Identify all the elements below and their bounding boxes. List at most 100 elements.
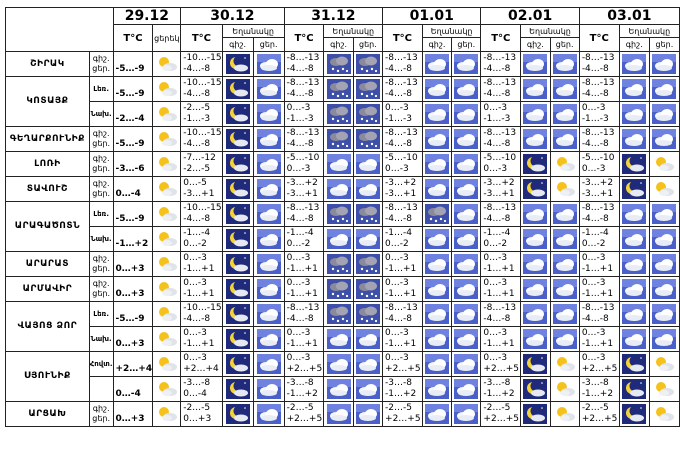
temp-header: T°C <box>578 24 620 52</box>
cloud-icon <box>326 179 351 200</box>
night-moon-icon <box>225 129 250 150</box>
temperature-range: -8…-13 -4…-8 <box>283 51 325 77</box>
night-weather-cell <box>520 201 551 227</box>
night-weather-cell <box>221 126 254 152</box>
temperature-range: 0…-3 -1…-3 <box>480 101 522 127</box>
cloud-icon <box>552 254 577 275</box>
temperature-range: -10…-15 -4…-8 <box>180 76 223 102</box>
region-name: ՇԻՐԱԿ <box>5 51 90 77</box>
cloud-icon <box>256 354 281 375</box>
cloud-icon <box>454 279 479 300</box>
day-weather-cell <box>252 226 285 252</box>
night-moon-icon <box>225 179 250 200</box>
cloud-icon <box>523 304 548 325</box>
night-weather-cell <box>618 301 650 327</box>
day-weather-cell <box>648 376 680 402</box>
day-weather-cell <box>252 201 285 227</box>
day-weather-cell <box>352 126 384 152</box>
cloud-icon <box>552 229 577 250</box>
night-weather-cell <box>421 301 453 327</box>
day-weather-cell <box>252 401 285 427</box>
night-moon-icon <box>523 404 548 425</box>
night-moon-icon <box>523 179 548 200</box>
night-weather-cell <box>618 176 650 202</box>
cloud-icon <box>523 329 548 350</box>
snow-cloud-icon <box>326 54 351 75</box>
weather-cell <box>152 301 182 327</box>
cloud-icon <box>552 54 577 75</box>
day-header: ցեր. <box>451 37 482 52</box>
day-weather-cell <box>352 376 384 402</box>
snow-cloud-icon <box>355 304 380 325</box>
cloud-icon <box>552 79 577 100</box>
night-moon-icon <box>622 404 647 425</box>
night-weather-cell <box>323 351 354 377</box>
temperature-range: -8…-13 -4…-8 <box>480 76 522 102</box>
night-weather-cell <box>520 376 551 402</box>
night-weather-cell <box>323 251 354 277</box>
cloud-icon <box>454 79 479 100</box>
temperature-range: -2…-5 +2…+5 <box>382 401 423 427</box>
cloud-icon <box>652 79 677 100</box>
night-weather-cell <box>618 401 650 427</box>
night-weather-cell <box>618 201 650 227</box>
region-name: ԱՐՑԱԽ <box>5 401 90 427</box>
day-weather-cell <box>252 76 285 102</box>
cloud-icon <box>355 404 380 425</box>
night-weather-cell <box>323 201 354 227</box>
sun-cloud-icon <box>552 354 577 375</box>
night-weather-cell <box>323 126 354 152</box>
snow-cloud-icon <box>326 304 351 325</box>
day-weather-cell <box>549 401 580 427</box>
night-moon-icon <box>225 54 250 75</box>
zone-label: Նախ. <box>88 226 114 252</box>
cloud-icon <box>355 154 380 175</box>
temperature-range: -1…+2 <box>112 226 154 252</box>
forecast-row: 0…-4 -3…-8 0…-4 -3…-8 -1…+2 -3…-8 -1…+2 -3…-8 -1… <box>6 376 680 402</box>
cloud-icon <box>523 104 548 125</box>
temperature-range: -10…-15 -4…-8 <box>180 201 223 227</box>
day-weather-cell <box>352 151 384 177</box>
day-header: ցեր. <box>252 37 285 52</box>
sun-cloud-icon <box>154 404 179 425</box>
day-weather-cell <box>451 376 482 402</box>
temperature-range: 0…-3 -1…+1 <box>283 276 325 302</box>
temperature-range: -3…+2 -3…+1 <box>480 176 522 202</box>
cloud-icon <box>523 279 548 300</box>
cloud-icon <box>424 129 449 150</box>
zone-label: Նախ. <box>88 101 114 127</box>
sun-cloud-icon <box>154 154 179 175</box>
weather-cell <box>152 226 182 252</box>
cloud-icon <box>552 104 577 125</box>
day-weather-cell <box>352 351 384 377</box>
night-weather-cell <box>421 101 453 127</box>
cloud-icon <box>523 204 548 225</box>
weather-cell <box>152 276 182 302</box>
night-weather-cell <box>618 126 650 152</box>
night-weather-cell <box>520 401 551 427</box>
temperature-range: 0…-3 -1…+1 <box>382 251 423 277</box>
cloud-icon <box>424 179 449 200</box>
day-weather-cell <box>252 51 285 77</box>
day-weather-cell <box>549 351 580 377</box>
weather-header: Եղանակը <box>323 24 384 38</box>
date-header: 03.01 <box>578 7 680 25</box>
day-weather-cell <box>451 126 482 152</box>
night-weather-cell <box>421 151 453 177</box>
night-header: գիշ. <box>421 37 453 52</box>
day-weather-cell <box>549 101 580 127</box>
temperature-range: 0…-3 -1…+1 <box>382 326 423 352</box>
night-moon-icon <box>622 179 647 200</box>
day-weather-cell <box>352 301 384 327</box>
snow-cloud-icon <box>326 129 351 150</box>
night-day-label: գիշ. ցեր. <box>88 176 114 202</box>
temperature-range: 0…-3 +2…+5 <box>578 351 620 377</box>
cloud-icon <box>256 204 281 225</box>
cloud-icon <box>622 254 647 275</box>
temperature-range: 0…-3 -1…+1 <box>180 276 223 302</box>
cloud-icon <box>355 329 380 350</box>
night-moon-icon <box>523 379 548 400</box>
temperature-range: -10…-15 -4…-8 <box>180 126 223 152</box>
cloud-icon <box>256 379 281 400</box>
night-weather-cell <box>221 401 254 427</box>
